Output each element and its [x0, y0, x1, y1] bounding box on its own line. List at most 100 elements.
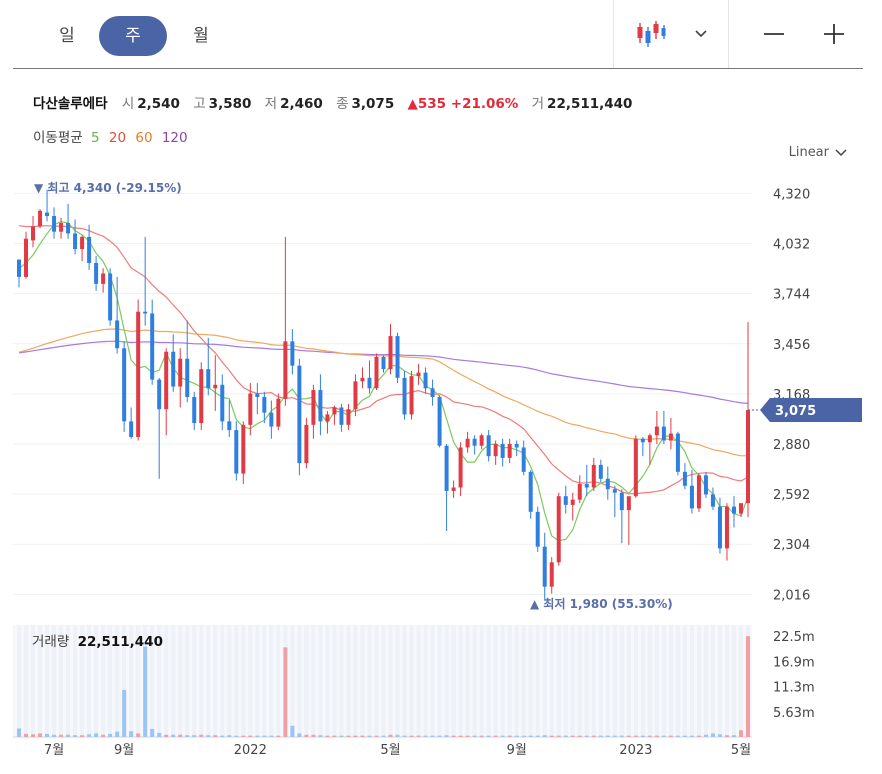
volume-stripe	[276, 625, 281, 737]
volume-stripe	[227, 625, 232, 737]
candle-up	[696, 475, 701, 509]
volume-bar	[521, 735, 526, 737]
volume-stripe	[255, 625, 260, 737]
volume-bar	[136, 733, 141, 737]
candle-down	[255, 393, 260, 397]
volume-stripe	[626, 625, 631, 737]
volume-stripe	[262, 625, 267, 737]
volume-stripe	[528, 625, 533, 737]
volume-bar	[164, 734, 169, 737]
volume-bar	[325, 735, 330, 737]
volume-stripe	[465, 625, 470, 737]
y-tick-label: 2,880	[773, 438, 810, 453]
candle-down	[689, 485, 694, 509]
volume-stripe	[164, 625, 169, 737]
y-tick-label: 2,304	[773, 538, 810, 553]
volume-stripe	[549, 625, 554, 737]
current-price-label: 3,075	[775, 404, 816, 419]
volume-stripe	[507, 625, 512, 737]
volume-stripe	[38, 625, 43, 737]
volume-bar	[108, 733, 113, 737]
candle-up	[213, 384, 218, 389]
volume-bar	[395, 734, 400, 737]
open-value: 2,540	[137, 96, 180, 112]
chevron-down-icon[interactable]	[689, 14, 713, 54]
volume-bar	[171, 734, 176, 737]
candle-down	[367, 377, 372, 389]
period-tab-week[interactable]: 주	[99, 16, 167, 56]
candle-up	[647, 435, 652, 443]
candle-down	[52, 216, 57, 232]
ma-120-line	[18, 340, 749, 404]
volume-stripe	[241, 625, 246, 737]
volume-bar	[661, 735, 666, 737]
volume-stripe	[388, 625, 393, 737]
plus-icon[interactable]	[821, 14, 847, 54]
x-tick-label: 9월	[507, 743, 527, 758]
volume-stripe	[479, 625, 484, 737]
volume-bar	[318, 735, 323, 737]
volume-stripe	[542, 625, 547, 737]
volume-stripe	[444, 625, 449, 737]
volume-bar	[283, 647, 288, 737]
volume-bar	[500, 735, 505, 737]
volume-stripe	[94, 625, 99, 737]
close-value: 3,075	[351, 96, 395, 112]
volume-stripe	[521, 625, 526, 737]
volume-stripe	[325, 625, 330, 737]
scale-selector[interactable]: Linear	[789, 145, 847, 160]
period-tab-day[interactable]: 일	[59, 26, 75, 46]
candle-up	[633, 438, 638, 497]
volume-panel-title: 거래량 22,511,440	[32, 630, 163, 650]
volume-stripe	[185, 625, 190, 737]
volume-bar	[626, 735, 631, 737]
candle-down	[157, 379, 162, 410]
volume-bar	[563, 735, 568, 737]
period-tab-month[interactable]: 월	[193, 26, 209, 46]
volume-bar	[542, 735, 547, 737]
volume-stripe	[52, 625, 57, 737]
volume-stripe	[423, 625, 428, 737]
toolbar-divider	[728, 0, 729, 68]
volume-bar	[94, 733, 99, 737]
volume-stripe	[633, 625, 638, 737]
high-value: 3,580	[208, 96, 252, 112]
minus-icon[interactable]	[761, 14, 787, 54]
candle-up	[360, 377, 365, 382]
volume-stripe	[570, 625, 575, 737]
volume-bar	[38, 733, 43, 737]
candle-up	[556, 496, 561, 563]
volume-stripe	[80, 625, 85, 737]
volume-stripe	[437, 625, 442, 737]
candle-down	[500, 443, 505, 458]
low-value: 2,460	[280, 96, 323, 112]
volume-bar	[213, 735, 218, 737]
volume-bar	[535, 735, 540, 737]
candle-up	[416, 372, 421, 377]
candle-down	[171, 351, 176, 387]
candle-down	[528, 471, 533, 512]
volume-stripe	[682, 625, 687, 737]
volume-bar	[304, 734, 309, 737]
candle-up	[304, 424, 309, 464]
candle-up	[570, 499, 575, 505]
volume-stripe	[514, 625, 519, 737]
candle-down	[143, 311, 148, 314]
volume-bar	[122, 689, 127, 737]
y-tick-label: 3,456	[773, 338, 810, 353]
volume-bar	[479, 735, 484, 737]
candle-up	[332, 407, 337, 415]
volume-stripe	[409, 625, 414, 737]
volume-stripe	[738, 625, 743, 737]
volume-stripe	[710, 625, 715, 737]
volume-stripe	[647, 625, 652, 737]
y-tick-label: 4,032	[773, 238, 810, 253]
candlestick-icon[interactable]	[631, 14, 671, 54]
candle-up	[283, 341, 288, 399]
volume-bar	[381, 735, 386, 737]
volume-stripe	[318, 625, 323, 737]
volume-stripe	[486, 625, 491, 737]
ma-120-label: 120	[161, 130, 188, 146]
volume-bar	[514, 735, 519, 737]
